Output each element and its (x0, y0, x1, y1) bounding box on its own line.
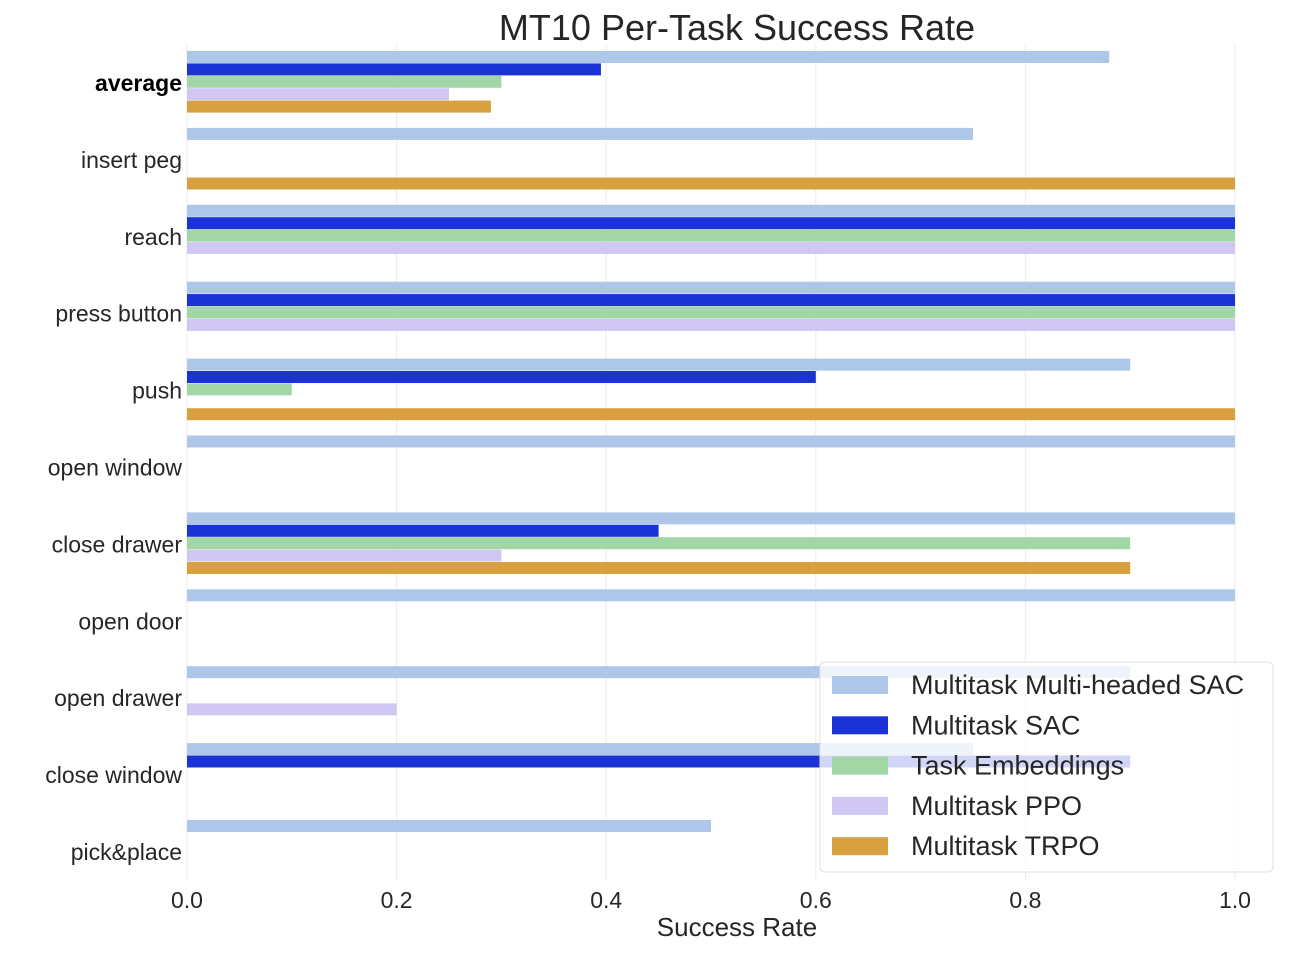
bar-average-0 (187, 51, 1110, 63)
x-tick-label: 0.2 (381, 887, 413, 913)
bar-press-button-3 (187, 318, 1235, 331)
bar-reach-2 (187, 229, 1235, 242)
bar-close-window-0 (187, 743, 973, 756)
bar-push-1 (187, 371, 816, 383)
bar-average-1 (187, 63, 601, 76)
legend-swatch-1 (832, 716, 888, 735)
category-label: close window (45, 762, 182, 788)
bar-insert-peg-0 (187, 127, 973, 140)
bar-reach-1 (187, 217, 1235, 230)
bar-push-2 (187, 383, 292, 396)
legend-label-0: Multitask Multi-headed SAC (911, 670, 1244, 700)
x-tick-label: 0.6 (800, 887, 832, 913)
bar-open-window-0 (187, 435, 1235, 448)
category-label: press button (55, 301, 182, 327)
bar-open-door-0 (187, 589, 1235, 602)
legend-swatch-3 (832, 796, 888, 815)
bar-close-drawer-3 (187, 549, 502, 562)
category-label: open drawer (54, 685, 182, 711)
legend: Multitask Multi-headed SAC Multitask SAC T… (819, 661, 1274, 873)
x-tick-label: 0.0 (171, 887, 203, 913)
category-label: open window (48, 455, 183, 481)
legend-frame (819, 661, 1274, 873)
bar-average-3 (187, 88, 449, 101)
bar-push-0 (187, 358, 1131, 371)
bar-close-drawer-2 (187, 537, 1131, 550)
category-label: close drawer (52, 531, 183, 557)
bar-press-button-2 (187, 306, 1235, 319)
bar-open-drawer-3 (187, 703, 397, 716)
bar-average-2 (187, 75, 502, 88)
legend-swatch-0 (832, 676, 888, 694)
x-tick-labels: 0.0 0.2 0.4 0.6 0.8 1.0 (171, 887, 1251, 913)
legend-label-3: Multitask PPO (911, 791, 1082, 821)
category-label: pick&place (71, 839, 182, 865)
x-tick-label: 1.0 (1219, 887, 1251, 913)
category-label: insert peg (81, 147, 182, 173)
legend-label-4: Multitask TRPO (911, 831, 1100, 861)
legend-swatch-4 (832, 837, 888, 856)
x-tick-label: 0.8 (1009, 887, 1041, 913)
bar-close-drawer-0 (187, 512, 1235, 525)
x-axis-label: Success Rate (657, 912, 817, 942)
category-label: push (132, 378, 182, 404)
category-label: open door (78, 608, 182, 634)
bar-close-drawer-4 (187, 562, 1131, 574)
legend-label-1: Multitask SAC (911, 710, 1081, 740)
category-labels: average insert peg reach press button push op… (45, 70, 182, 865)
bar-insert-peg-4 (187, 177, 1235, 190)
chart-title: MT10 Per-Task Success Rate (499, 7, 975, 48)
bar-pick-place-0 (187, 820, 711, 832)
bar-push-4 (187, 408, 1235, 421)
bar-press-button-1 (187, 294, 1235, 307)
x-tick-label: 0.4 (590, 887, 622, 913)
bar-close-drawer-1 (187, 524, 659, 537)
legend-swatch-2 (832, 756, 888, 775)
bars (187, 51, 1235, 832)
legend-label-2: Task Embeddings (911, 751, 1124, 781)
category-label: average (95, 70, 182, 96)
bar-press-button-0 (187, 281, 1235, 294)
bar-average-4 (187, 100, 491, 113)
category-label: reach (124, 224, 182, 250)
bar-reach-3 (187, 242, 1235, 254)
bar-reach-0 (187, 204, 1235, 217)
